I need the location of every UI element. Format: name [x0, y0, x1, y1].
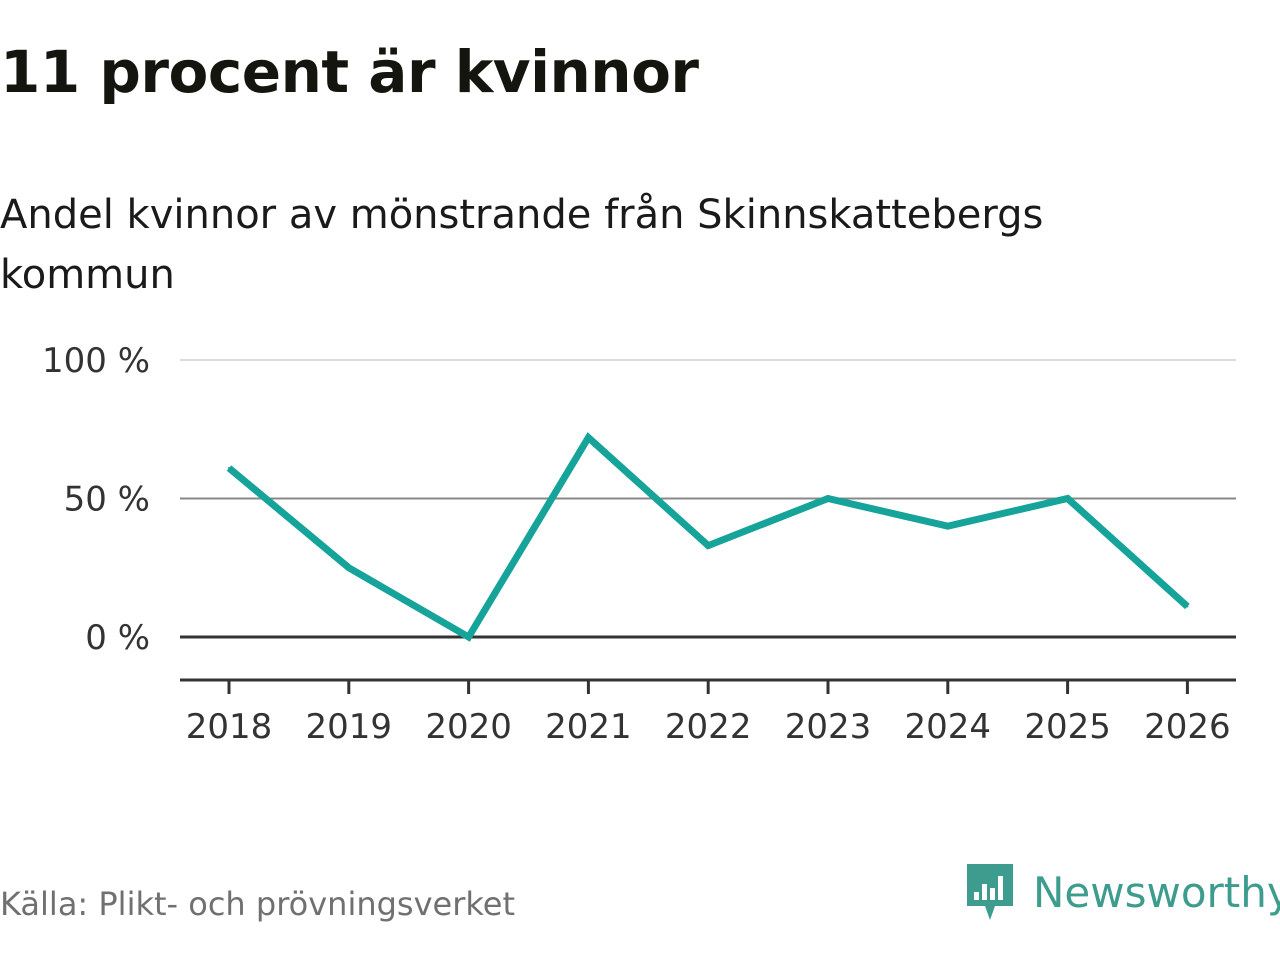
- data-point: [347, 566, 350, 569]
- x-tick-label: 2023: [785, 707, 872, 747]
- line-chart: 0 % 50 % 100 % 2018 2019 2020 2021 2022 2023 2024…: [42, 341, 1236, 747]
- series-line: [226, 432, 1190, 642]
- data-point: [827, 497, 829, 500]
- x-tick-label: 2021: [545, 707, 632, 747]
- x-tick-label: 2026: [1144, 707, 1231, 747]
- data-point: [228, 467, 230, 470]
- data-point: [587, 436, 590, 439]
- data-point: [946, 525, 949, 528]
- source-note: Källa: Plikt- och prövningsverket: [0, 885, 515, 923]
- x-tick-label: 2018: [186, 707, 273, 747]
- brand-logo: Newsworthy: [963, 862, 1280, 922]
- newsworthy-logo-icon: [967, 864, 1013, 920]
- chart-title: 11 procent är kvinnor: [0, 38, 699, 106]
- y-tick-label: 50 %: [64, 480, 150, 520]
- x-tick-label: 2020: [425, 707, 512, 747]
- x-tick-label: 2019: [306, 707, 393, 747]
- brand-name: Newsworthy: [1033, 867, 1280, 917]
- chart-subtitle: Andel kvinnor av mönstrande från Skinnsk…: [0, 192, 1044, 298]
- x-tick-label: 2025: [1024, 707, 1111, 747]
- data-point: [467, 636, 470, 638]
- y-tick-label: 0 %: [85, 618, 150, 658]
- x-tick-label: 2024: [905, 707, 992, 747]
- data-point: [1186, 605, 1189, 608]
- y-tick-label: 100 %: [42, 341, 150, 381]
- data-point: [707, 544, 710, 547]
- data-point: [1066, 497, 1069, 500]
- x-tick-label: 2022: [665, 707, 752, 747]
